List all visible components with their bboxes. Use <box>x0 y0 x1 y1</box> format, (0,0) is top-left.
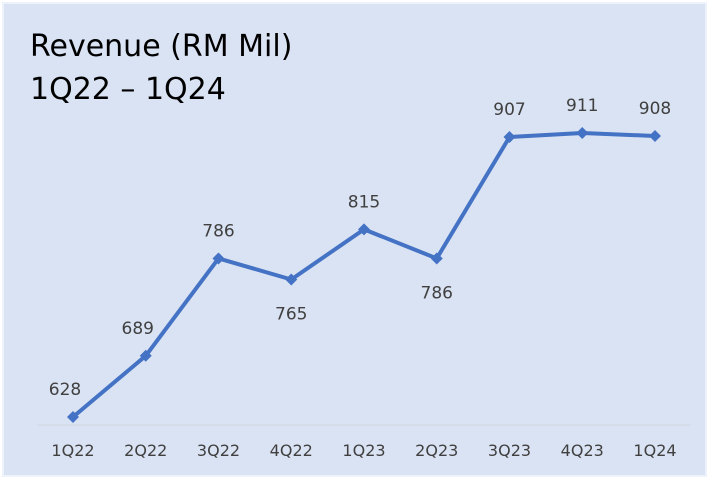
marker <box>139 349 152 362</box>
marker <box>285 273 298 286</box>
marker <box>358 223 370 236</box>
x-tick-label: 1Q22 <box>51 441 94 460</box>
marker <box>430 252 443 265</box>
data-label: 786 <box>421 283 453 303</box>
data-label: 908 <box>639 99 671 119</box>
data-label: 628 <box>49 380 81 400</box>
x-tick-label: 2Q22 <box>124 441 167 460</box>
data-label: 815 <box>348 192 380 212</box>
chart-subtitle: 1Q22 – 1Q24 <box>30 72 226 107</box>
x-tick-label: 4Q23 <box>561 441 604 460</box>
marker <box>503 131 516 144</box>
x-tick-label: 3Q23 <box>488 441 531 460</box>
x-tick-label: 4Q22 <box>270 441 313 460</box>
data-label: 911 <box>566 96 598 116</box>
x-tick-label: 1Q23 <box>342 441 385 460</box>
marker <box>649 130 661 143</box>
data-label: 765 <box>275 305 307 325</box>
x-tick-label: 3Q22 <box>197 441 240 460</box>
x-tick-label: 2Q23 <box>415 441 458 460</box>
marker <box>67 411 79 423</box>
x-tick-label: 1Q24 <box>633 441 676 460</box>
data-label: 907 <box>493 100 525 120</box>
data-label: 786 <box>202 221 234 241</box>
data-label: 689 <box>122 319 154 339</box>
chart-title: Revenue (RM Mil) <box>30 29 292 64</box>
marker <box>576 127 589 139</box>
marker <box>212 252 225 265</box>
